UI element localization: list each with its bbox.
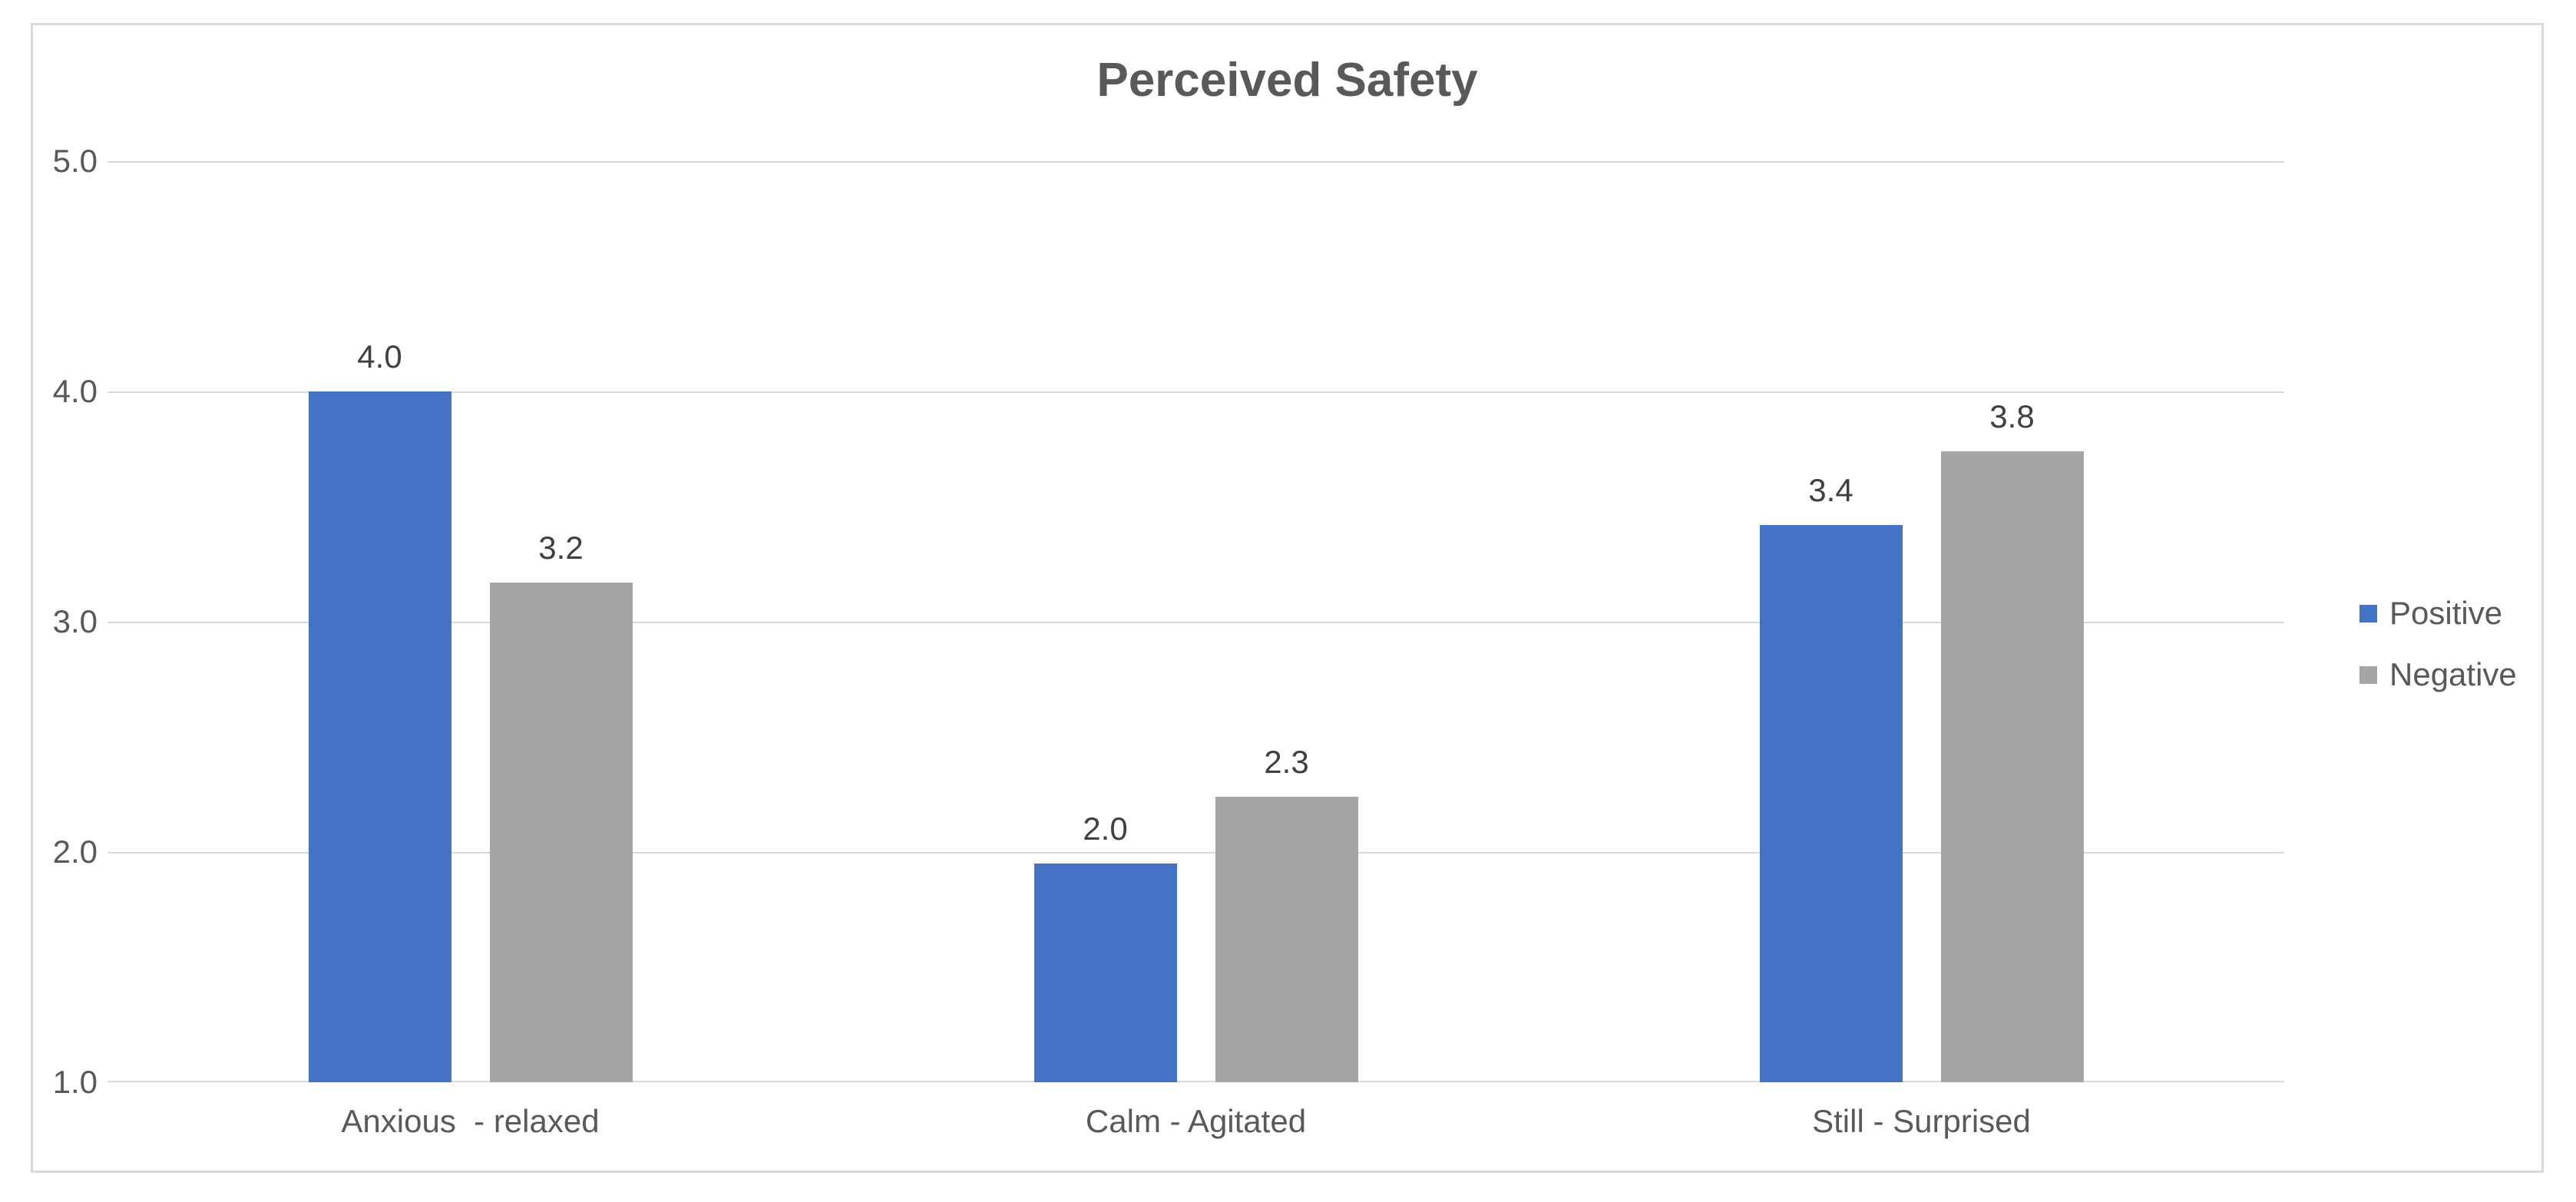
y-tick-label: 5.0 <box>52 143 98 179</box>
bar-value-label: 2.3 <box>1264 744 1309 780</box>
gridline <box>107 852 2284 854</box>
gridline <box>107 1081 2284 1082</box>
legend-item: Negative <box>2359 652 2517 698</box>
bar-value-label: 4.0 <box>357 338 402 375</box>
bar-positive <box>1759 525 1903 1082</box>
bar-negative <box>489 583 633 1082</box>
bar-group: 2.0 2.3 <box>833 161 1559 1082</box>
legend-label: Positive <box>2389 595 2503 631</box>
legend-label: Negative <box>2389 656 2517 692</box>
bar-positive <box>308 391 451 1082</box>
category-label: Anxious - relaxed <box>341 1103 600 1139</box>
bar-value-label: 3.4 <box>1808 472 1853 508</box>
y-tick-label: 2.0 <box>52 834 98 870</box>
x-axis: Anxious - relaxed Calm - Agitated Still - … <box>107 1096 2284 1147</box>
chart-frame: Perceived Safety 5.0 4.0 3.0 2.0 1.0 4.0 3.2 2… <box>31 23 2544 1173</box>
legend-item: Positive <box>2359 590 2517 636</box>
plot-area: 4.0 3.2 2.0 2.3 3.4 3.8 <box>107 161 2284 1082</box>
bar-value-label: 3.2 <box>538 530 584 566</box>
y-tick-label: 1.0 <box>52 1064 98 1100</box>
y-tick-label: 4.0 <box>52 373 98 409</box>
gridline <box>107 391 2284 393</box>
bar-positive <box>1033 864 1177 1082</box>
bar-group: 3.4 3.8 <box>1559 161 2284 1082</box>
bar-group: 4.0 3.2 <box>107 161 833 1082</box>
category-label: Calm - Agitated <box>1085 1103 1307 1139</box>
bar-negative <box>1215 797 1358 1082</box>
legend-swatch-positive <box>2359 604 2377 622</box>
bar-value-label: 3.8 <box>1989 398 2035 434</box>
chart-title: Perceived Safety <box>1096 54 1478 107</box>
legend: Positive Negative <box>2359 590 2517 713</box>
y-tick-label: 3.0 <box>52 603 98 639</box>
bar-negative <box>1940 451 2084 1082</box>
gridline <box>107 622 2284 623</box>
legend-swatch-negative <box>2359 665 2377 684</box>
bar-value-label: 2.0 <box>1083 811 1128 847</box>
y-axis: 5.0 4.0 3.0 2.0 1.0 <box>33 143 98 1100</box>
category-label: Still - Surprised <box>1812 1103 2031 1139</box>
gridline <box>107 161 2284 163</box>
